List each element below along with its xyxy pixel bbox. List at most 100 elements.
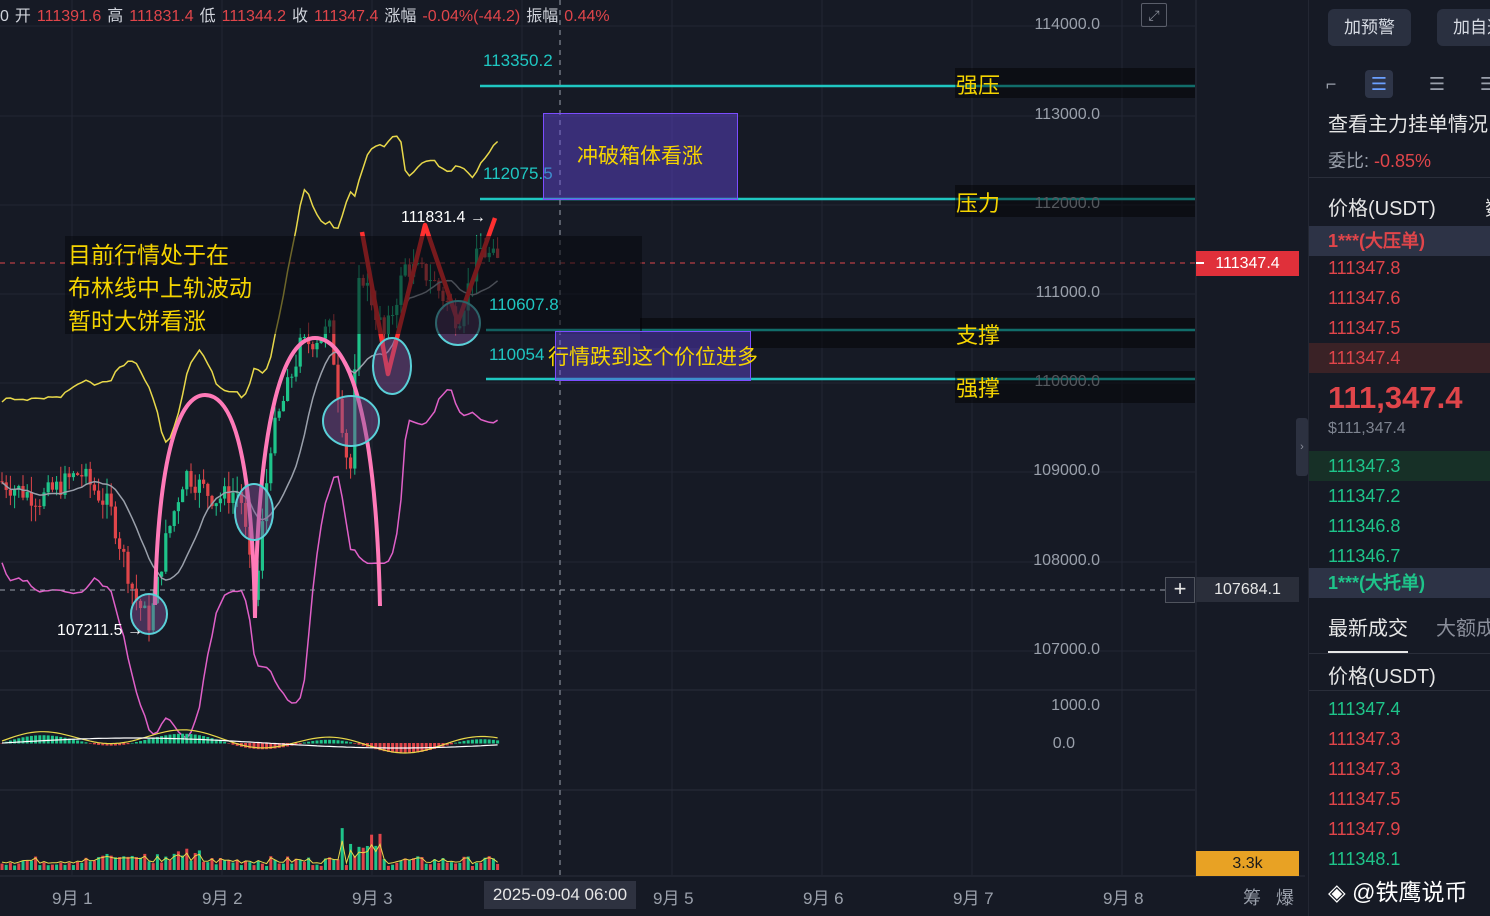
volume-bar [71,864,75,870]
candle-body [155,576,159,604]
macd-bar [17,738,21,744]
bid-row[interactable]: 111346.8 [1328,516,1401,536]
ask-row[interactable]: 111347.5 [1328,318,1401,338]
volume-bar [475,862,479,870]
trade-row: 111347.9 [1328,819,1401,839]
candle-body [71,473,75,478]
big-ask-row[interactable]: 1***(大压单) [1309,226,1490,256]
open-label: 开 [14,8,31,25]
level-zone [955,68,1195,98]
candle-body [340,398,344,433]
candle-body [160,571,164,577]
high-marker-label: 111831.4 → [401,209,486,227]
y-tick: 111000.0 [1035,284,1100,301]
candle-body [17,485,21,490]
candle-body [172,511,176,527]
entry-box-label: 行情跌到这个价位进多 [548,346,758,369]
volume-bar [437,863,441,870]
volume-bar [290,863,294,870]
candle-body [260,521,264,571]
volume-bar [244,861,248,870]
close-label: 收 [292,8,309,25]
level-name-resistance: 压力 [956,191,1001,216]
candle-body [126,551,130,584]
macd-bar [491,739,495,744]
volume-bar [332,859,336,870]
candle-body [256,570,260,600]
volume-bar [84,857,88,870]
tab-latest-trades[interactable]: 最新成交 [1328,612,1408,653]
big-bid-label: 1***(大托单) [1328,573,1426,593]
volume-bar [97,857,101,870]
macd-bar [424,743,428,751]
volume-bar [92,860,96,870]
chart-area[interactable]: 0 开 111391.6 高 111831.4 低 111344.2 收 111347.4 涨幅 -… [0,0,1308,916]
volume-bar [349,843,353,870]
candle-body [311,344,315,350]
volume-bar [449,862,453,870]
macd-bar [13,739,17,744]
candle-body [193,486,197,493]
candle-body [38,505,42,507]
candle-body [29,491,33,506]
ask-row[interactable]: 111347.8 [1328,258,1401,278]
volume-bar [109,855,113,870]
big-bid-row[interactable]: 1***(大托单) [1309,568,1490,598]
macd-bar [223,741,227,744]
macd-bar [437,743,441,748]
ask-row[interactable]: 111347.4 [1309,343,1490,373]
add-alert-button[interactable]: 加预警 [1328,9,1411,46]
volume-bar [370,834,374,870]
volume-bar [210,858,214,870]
candle-body [21,485,25,498]
candle-body [109,493,113,507]
volume-bar [424,863,428,870]
volume-bar [286,856,290,870]
orderbook-more-icon[interactable]: ☰ [1474,70,1490,98]
bid-row[interactable]: 111347.3 [1309,451,1490,481]
orderbook-panel: 加预警 加自选 ⌐ ☰ ☰ ☰ 查看主力挂单情况 委比: -0.85% 价格(U… [1308,0,1490,916]
low-marker-value: 107211.5 [57,622,123,639]
orderbook-list-icon[interactable]: ☰ [1428,74,1446,94]
chip-distribution-icon[interactable]: 筹 [1243,888,1261,908]
collapse-panel-icon[interactable]: › [1296,418,1308,476]
candle-body [13,489,17,496]
add-watchlist-button[interactable]: 加自选 [1437,9,1490,46]
macd-bar [210,738,214,744]
volume-bar [139,857,143,870]
volume-bar [231,862,235,870]
liquidation-icon[interactable]: 爆 [1276,888,1294,908]
x-tick: 9月 2 [202,889,243,908]
volume-bar [147,861,151,870]
candle-body [0,481,4,483]
trade-row: 111347.3 [1328,729,1401,749]
ask-row[interactable]: 111347.6 [1328,288,1401,308]
signal-line [1,737,498,749]
level-name-support: 支撑 [956,323,1001,348]
candle-body [139,600,143,609]
volume-bar [17,863,21,870]
macd-bar [29,735,33,744]
candle-body [55,481,59,490]
level-zone [640,318,1195,348]
bid-row[interactable]: 111346.7 [1328,546,1401,566]
macd-bar [105,743,109,746]
volume-bar [172,853,176,870]
macd-bar [370,743,374,749]
volume-bar [185,848,189,870]
orderbook-title[interactable]: 查看主力挂单情况 [1328,114,1488,136]
fullscreen-icon[interactable]: ⤢ [1141,3,1167,27]
y-tick: 109000.0 [1033,462,1100,479]
tab-big-trades[interactable]: 大额成 [1436,618,1490,640]
macd-bar [470,739,474,744]
bid-row[interactable]: 111347.2 [1328,486,1401,506]
x-tick: 9月 7 [953,889,994,908]
macd-bar [42,735,46,744]
split-icon[interactable]: ⌐ [1325,74,1337,94]
volume-bar [151,863,155,870]
orderbook-both-icon[interactable]: ☰ [1365,70,1393,98]
macd-bar [38,735,42,744]
volume-bar [101,855,105,870]
candle-body [302,336,306,338]
add-alert-plus-icon[interactable]: + [1165,577,1195,603]
